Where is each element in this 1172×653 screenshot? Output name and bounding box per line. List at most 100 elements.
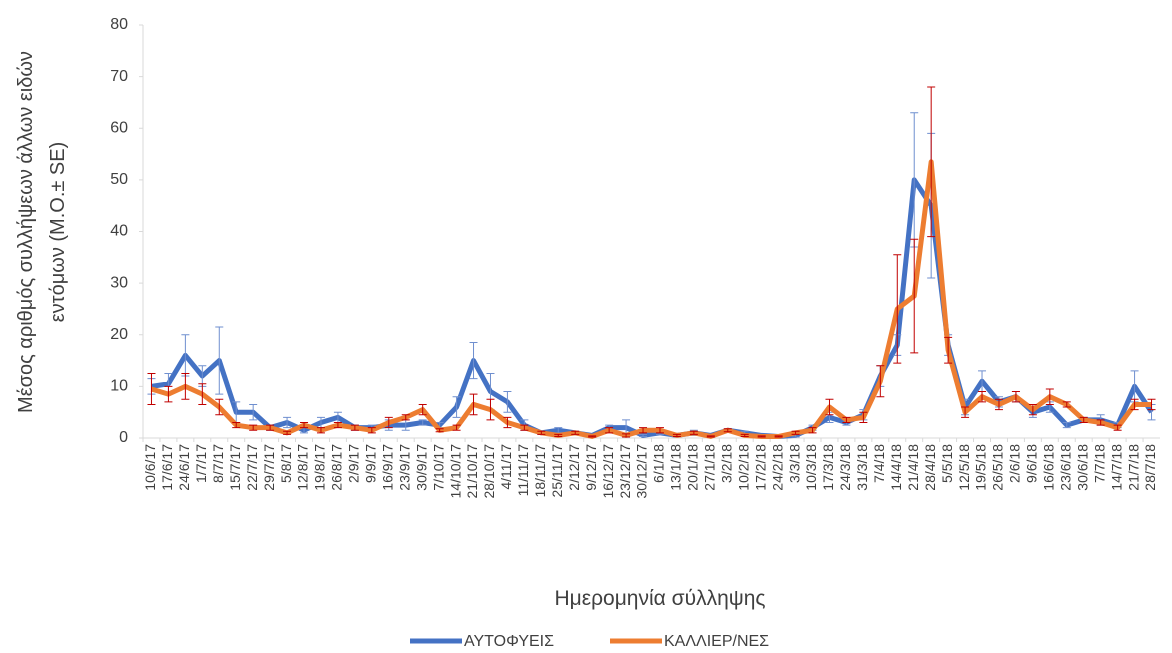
- x-tick-label: 30/9/17: [413, 444, 429, 491]
- error-bar: [723, 428, 732, 433]
- error-bar: [452, 396, 461, 418]
- x-tick-label: 5/8/17: [278, 444, 294, 483]
- error-bar: [588, 435, 597, 438]
- error-bar: [232, 422, 241, 429]
- error-bar: [571, 430, 580, 435]
- x-tick-label: 4/11/17: [498, 444, 514, 490]
- x-tick-label: 28/7/18: [1142, 444, 1158, 491]
- error-bar: [944, 336, 953, 364]
- x-tick-label: 17/3/18: [820, 444, 836, 491]
- error-bar: [1045, 388, 1054, 405]
- y-tick-label: 70: [110, 68, 128, 85]
- x-tick-label: 30/6/18: [1074, 444, 1090, 491]
- error-bar: [1011, 391, 1020, 403]
- error-bar: [367, 427, 376, 434]
- y-tick-label: 30: [110, 274, 128, 291]
- error-bar: [469, 393, 478, 416]
- x-tick-label: 14/4/18: [888, 444, 904, 491]
- legend-label: ΚΑΛΛΙΕΡ/ΝΕΣ: [664, 633, 769, 650]
- x-tick-label: 9/6/18: [1024, 444, 1040, 483]
- x-tick-label: 21/7/18: [1125, 444, 1141, 491]
- error-bar: [757, 435, 766, 438]
- x-tick-label: 2/6/18: [1007, 444, 1023, 483]
- error-bar: [1147, 398, 1156, 411]
- error-bar: [859, 411, 868, 424]
- x-tick-label: 10/2/18: [735, 444, 751, 491]
- error-bar: [520, 424, 529, 431]
- error-bar: [554, 433, 563, 437]
- x-tick-label: 16/12/17: [600, 444, 616, 499]
- x-tick-label: 23/12/17: [617, 444, 633, 499]
- error-bar: [418, 419, 427, 426]
- error-bar: [350, 424, 359, 431]
- x-tick-label: 7/7/18: [1091, 444, 1107, 483]
- x-tick-label: 2/12/17: [566, 444, 582, 491]
- error-bar: [418, 403, 427, 416]
- x-tick-label: 18/11/17: [532, 444, 548, 498]
- y-tick-label: 60: [110, 119, 128, 136]
- y-tick-label: 10: [110, 378, 128, 395]
- x-tick-label: 19/8/17: [312, 444, 328, 491]
- error-bar: [181, 372, 190, 400]
- x-tick-label: 14/7/18: [1108, 444, 1124, 491]
- x-tick-label: 15/7/17: [227, 444, 243, 491]
- error-bar: [689, 430, 698, 435]
- error-bar: [316, 427, 325, 434]
- error-bar: [503, 391, 512, 413]
- y-tick-label: 0: [119, 429, 128, 446]
- x-axis-title: Ημερομηνία σύλληψης: [554, 587, 765, 610]
- series-line: [150, 159, 1152, 439]
- x-tick-label: 28/10/17: [481, 444, 497, 499]
- x-tick-label: 10/6/17: [142, 444, 158, 491]
- error-bar: [893, 254, 902, 364]
- x-tick-label: 16/9/17: [379, 444, 395, 491]
- x-tick-label: 8/7/17: [210, 444, 226, 483]
- x-tick-label: 13/1/18: [668, 444, 684, 491]
- x-tick-label: 25/11/17: [549, 444, 565, 498]
- error-bar: [283, 430, 292, 435]
- error-bar: [927, 86, 936, 238]
- error-bar: [706, 435, 715, 438]
- x-tick-label: 10/3/18: [803, 444, 819, 491]
- x-tick-label: 9/12/17: [583, 444, 599, 491]
- series-line: [151, 177, 1154, 439]
- x-tick-label: 26/5/18: [990, 444, 1006, 491]
- error-bar: [249, 424, 258, 431]
- error-bar: [605, 427, 614, 434]
- error-bar: [537, 430, 546, 435]
- error-bar: [910, 238, 919, 354]
- x-tick-label: 24/3/18: [837, 444, 853, 491]
- error-bar: [147, 372, 156, 405]
- y-tick-label: 80: [110, 16, 128, 33]
- error-bar: [1062, 422, 1071, 429]
- x-tick-label: 2/9/17: [346, 444, 362, 483]
- x-tick-label: 7/10/17: [430, 444, 446, 491]
- error-bar: [266, 424, 275, 431]
- y-tick-label: 20: [110, 326, 128, 343]
- x-tick-label: 6/1/18: [651, 444, 667, 483]
- error-bar: [961, 406, 970, 418]
- error-bar: [994, 398, 1003, 411]
- error-bar: [791, 430, 800, 435]
- x-tick-label: 17/2/18: [752, 444, 768, 491]
- error-bar: [469, 341, 478, 380]
- error-bar: [672, 433, 681, 437]
- error-bar: [215, 326, 224, 395]
- x-tick-label: 7/4/18: [871, 444, 887, 483]
- x-tick-label: 20/1/18: [685, 444, 701, 491]
- error-bar: [164, 385, 173, 403]
- error-bar: [1113, 424, 1122, 431]
- legend-label: ΑΥΤΟΦΥΕΙΣ: [464, 633, 554, 650]
- error-bar: [1130, 398, 1139, 411]
- error-bar: [1079, 416, 1088, 424]
- x-tick-label: 19/5/18: [973, 444, 989, 491]
- error-bar: [503, 416, 512, 429]
- x-tick-label: 12/8/17: [295, 444, 311, 491]
- error-bar: [198, 383, 207, 405]
- x-tick-label: 23/9/17: [396, 444, 412, 491]
- error-bar: [486, 398, 495, 421]
- error-bar: [842, 416, 851, 424]
- error-bar: [808, 427, 817, 434]
- x-tick-label: 1/7/17: [193, 444, 209, 483]
